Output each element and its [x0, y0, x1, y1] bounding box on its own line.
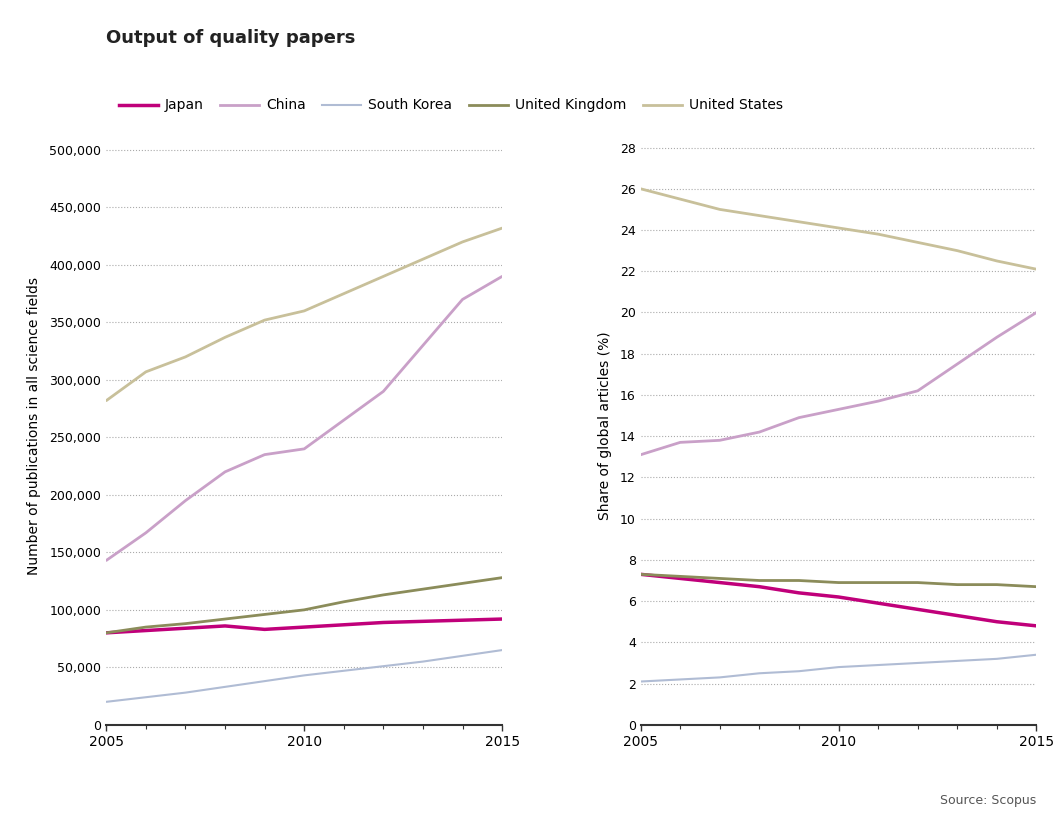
- Y-axis label: Share of global articles (%): Share of global articles (%): [597, 332, 611, 520]
- Text: Source: Scopus: Source: Scopus: [940, 794, 1036, 807]
- Legend: Japan, China, South Korea, United Kingdom, United States: Japan, China, South Korea, United Kingdo…: [114, 93, 788, 118]
- Text: Output of quality papers: Output of quality papers: [106, 29, 356, 47]
- Y-axis label: Number of publications in all science fields: Number of publications in all science fi…: [27, 277, 41, 575]
